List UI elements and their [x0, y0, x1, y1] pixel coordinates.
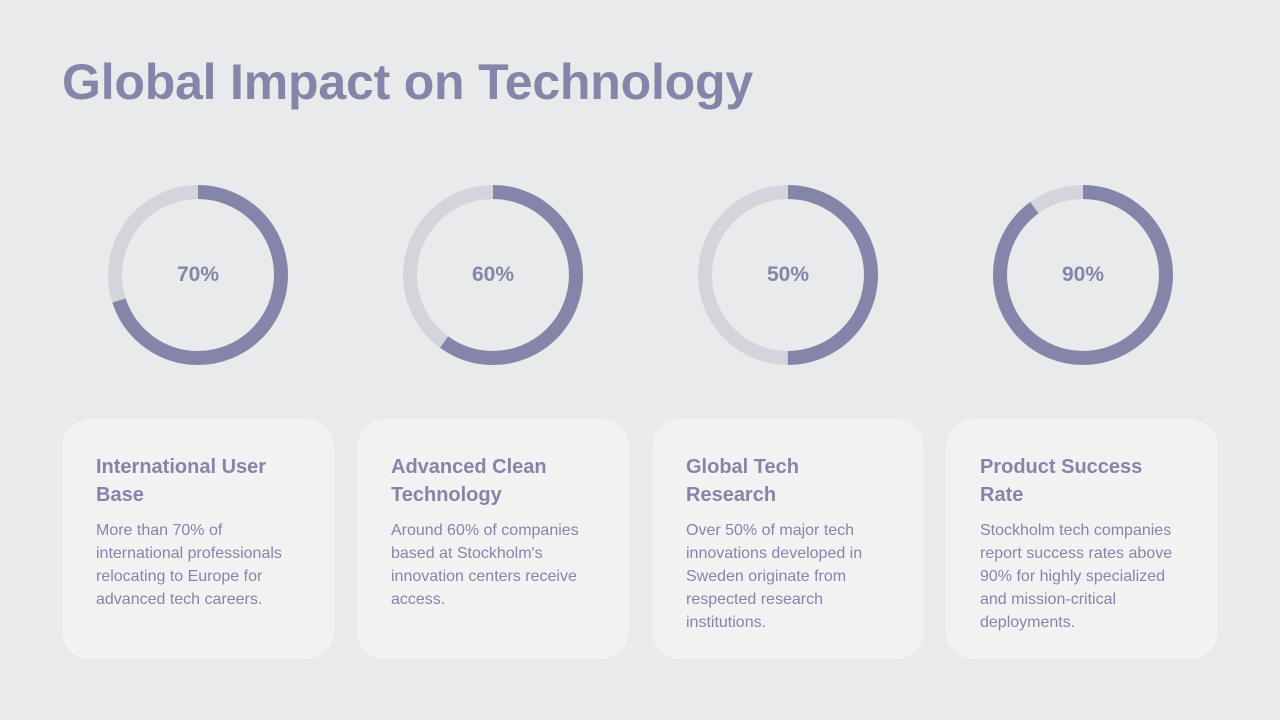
card-title: International User Base [96, 456, 267, 506]
gauge-value-label: 60% [471, 263, 515, 286]
gauge-arc-90 [993, 185, 1173, 365]
card-description: Around 60% of companies based at Stockho… [391, 522, 579, 608]
gauge-global-tech-research: 50% [698, 185, 878, 365]
gauge-international-user-base: 70% [108, 185, 288, 365]
card-title: Advanced Clean Technology [391, 456, 547, 506]
gauge-arc-50 [698, 185, 878, 365]
gauge-arc-60 [403, 185, 583, 365]
card-advanced-clean-technology: Advanced Clean Technology Around 60% of … [357, 419, 629, 659]
gauge-arc-70 [108, 185, 288, 365]
card-description: Over 50% of major tech innovations devel… [686, 522, 863, 631]
gauge-product-success-rate: 90% [993, 185, 1173, 365]
card-description: More than 70% of international professio… [96, 522, 282, 608]
card-title: Global Tech Research [686, 456, 799, 506]
card-title: Product Success Rate [980, 456, 1143, 506]
gauge-value-label: 50% [766, 263, 810, 286]
gauge-value-label: 70% [176, 263, 220, 286]
gauge-value-label: 90% [1061, 263, 1105, 286]
card-product-success-rate: Product Success Rate Stockholm tech comp… [946, 419, 1218, 659]
gauge-svg [993, 185, 1173, 365]
gauge-advanced-clean-technology: 60% [403, 185, 583, 365]
gauge-svg [698, 185, 878, 365]
card-description: Stockholm tech companies report success … [980, 522, 1173, 631]
card-international-user-base: International User Base More than 70% of… [62, 419, 334, 659]
gauge-svg [403, 185, 583, 365]
card-global-tech-research: Global Tech Research Over 50% of major t… [652, 419, 924, 659]
gauge-svg [108, 185, 288, 365]
page-title: Global Impact on Technology [62, 54, 753, 110]
